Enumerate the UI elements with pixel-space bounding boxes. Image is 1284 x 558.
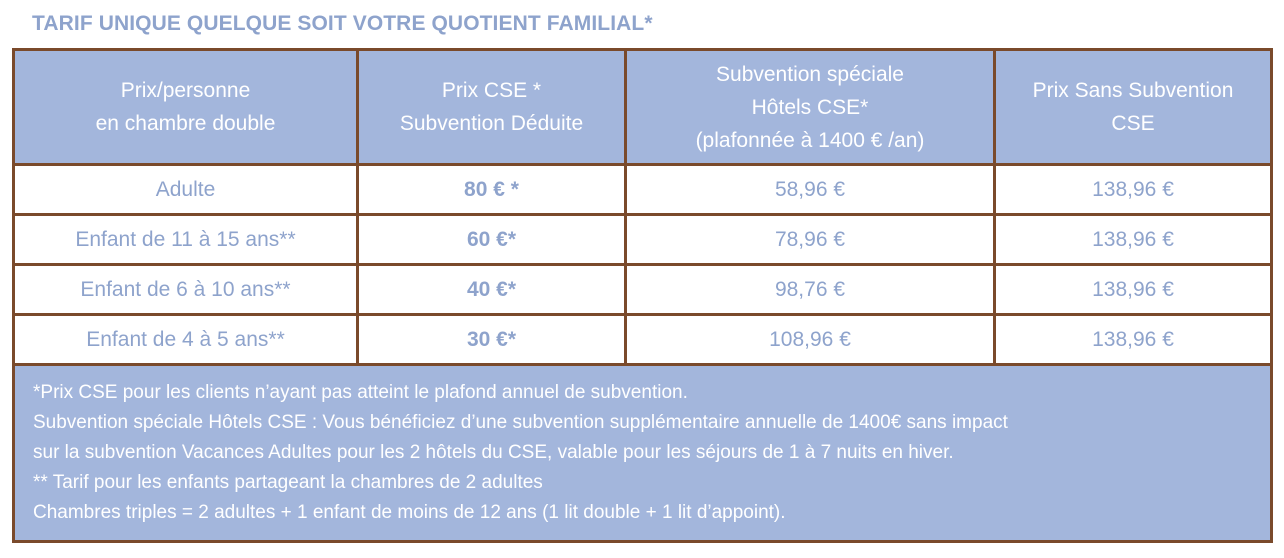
header-line: (plafonnée à 1400 € /an) [695, 128, 925, 152]
cell-subvention: 108,96 € [624, 313, 996, 366]
header-line: Subvention spéciale [716, 62, 904, 86]
header-prix-personne: Prix/personne en chambre double [12, 48, 359, 166]
cell-prix-sans: 138,96 € [993, 263, 1273, 316]
header-line: Hôtels CSE* [751, 95, 869, 119]
header-prix-cse: Prix CSE * Subvention Déduite [356, 48, 627, 166]
notes-row: *Prix CSE pour les clients n’ayant pas a… [12, 363, 1273, 543]
notes-cell: *Prix CSE pour les clients n’ayant pas a… [12, 363, 1273, 543]
cell-prix-cse: 80 € * [356, 163, 627, 216]
tarif-table: Prix/personne en chambre double Prix CSE… [12, 48, 1273, 543]
table-row: Enfant de 6 à 10 ans** 40 €* 98,76 € 138… [12, 263, 1273, 316]
note-line: ** Tarif pour les enfants partageant la … [33, 472, 543, 493]
cell-prix-cse: 30 €* [356, 313, 627, 366]
cell-category: Enfant de 4 à 5 ans** [12, 313, 359, 366]
header-subvention-speciale: Subvention spéciale Hôtels CSE* (plafonn… [624, 48, 996, 166]
table-row: Adulte 80 € * 58,96 € 138,96 € [12, 163, 1273, 216]
note-line: sur la subvention Vacances Adultes pour … [33, 442, 954, 463]
header-line: en chambre double [95, 112, 276, 135]
cell-prix-cse: 60 €* [356, 213, 627, 266]
cell-category: Enfant de 6 à 10 ans** [12, 263, 359, 316]
header-line: CSE [1111, 112, 1155, 135]
table-row: Enfant de 4 à 5 ans** 30 €* 108,96 € 138… [12, 313, 1273, 366]
page-title: TARIF UNIQUE QUELQUE SOIT VOTRE QUOTIENT… [32, 12, 653, 35]
header-line: Subvention Déduite [399, 112, 584, 135]
cell-prix-sans: 138,96 € [993, 163, 1273, 216]
header-line: Prix/personne [120, 79, 251, 102]
cell-prix-sans: 138,96 € [993, 213, 1273, 266]
cell-subvention: 78,96 € [624, 213, 996, 266]
note-line: Subvention spéciale Hôtels CSE : Vous bé… [33, 412, 1008, 433]
note-line: Chambres triples = 2 adultes + 1 enfant … [33, 502, 786, 523]
cell-category: Adulte [12, 163, 359, 216]
cell-subvention: 98,76 € [624, 263, 996, 316]
table-row: Enfant de 11 à 15 ans** 60 €* 78,96 € 13… [12, 213, 1273, 266]
header-line: Prix Sans Subvention [1032, 79, 1234, 102]
cell-subvention: 58,96 € [624, 163, 996, 216]
header-prix-sans-subvention: Prix Sans Subvention CSE [993, 48, 1273, 166]
note-line: *Prix CSE pour les clients n’ayant pas a… [33, 382, 688, 403]
cell-category: Enfant de 11 à 15 ans** [12, 213, 359, 266]
cell-prix-sans: 138,96 € [993, 313, 1273, 366]
header-line: Prix CSE * [441, 79, 542, 102]
table-header-row: Prix/personne en chambre double Prix CSE… [12, 48, 1273, 166]
cell-prix-cse: 40 €* [356, 263, 627, 316]
